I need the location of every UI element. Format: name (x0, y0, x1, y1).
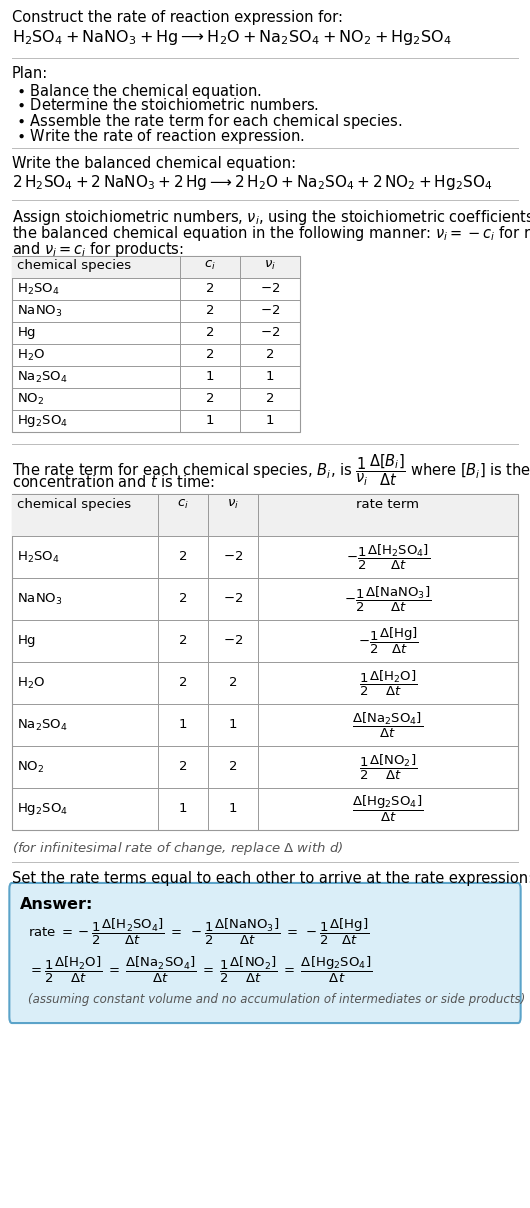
Bar (12, 494, 518, 536)
Text: and $\nu_i = c_i$ for products:: and $\nu_i = c_i$ for products: (12, 240, 184, 259)
Text: $1$: $1$ (228, 719, 237, 732)
Text: Plan:: Plan: (12, 66, 48, 81)
Text: 2: 2 (206, 348, 214, 361)
Text: $\dfrac{\Delta[\mathrm{Hg_2SO_4}]}{\Delta t}$: $\dfrac{\Delta[\mathrm{Hg_2SO_4}]}{\Delt… (352, 794, 423, 824)
Text: Write the balanced chemical equation:: Write the balanced chemical equation: (12, 156, 296, 172)
Text: 1: 1 (206, 371, 214, 383)
FancyBboxPatch shape (10, 883, 520, 1023)
Text: (for infinitesimal rate of change, replace $\Delta$ with $d$): (for infinitesimal rate of change, repla… (12, 840, 343, 856)
Text: 1: 1 (206, 414, 214, 428)
Text: $-2$: $-2$ (260, 326, 280, 339)
Text: $-\dfrac{1}{2}\dfrac{\Delta[\mathrm{Hg}]}{\Delta t}$: $-\dfrac{1}{2}\dfrac{\Delta[\mathrm{Hg}]… (358, 626, 419, 656)
Text: rate term: rate term (357, 498, 420, 511)
Text: $\mathrm{2\,H_2SO_4 + 2\,NaNO_3 + 2\,Hg} \longrightarrow \mathrm{2\,H_2O + Na_2S: $\mathrm{2\,H_2SO_4 + 2\,NaNO_3 + 2\,Hg}… (12, 173, 492, 192)
Text: 2: 2 (206, 304, 214, 318)
Text: $c_i$: $c_i$ (204, 259, 216, 272)
Text: 1: 1 (179, 719, 187, 732)
Bar (12, 256, 300, 432)
Text: 2: 2 (179, 592, 187, 605)
Text: $\dfrac{\Delta[\mathrm{Na_2SO_4}]}{\Delta t}$: $\dfrac{\Delta[\mathrm{Na_2SO_4}]}{\Delt… (352, 710, 423, 739)
Text: Assign stoichiometric numbers, $\nu_i$, using the stoichiometric coefficients, $: Assign stoichiometric numbers, $\nu_i$, … (12, 208, 530, 227)
Text: $\mathrm{Na_2SO_4}$: $\mathrm{Na_2SO_4}$ (17, 370, 68, 384)
Text: concentration and $t$ is time:: concentration and $t$ is time: (12, 474, 215, 490)
Text: $\dfrac{1}{2}\dfrac{\Delta[\mathrm{NO_2}]}{\Delta t}$: $\dfrac{1}{2}\dfrac{\Delta[\mathrm{NO_2}… (359, 753, 417, 782)
Text: Answer:: Answer: (20, 898, 93, 912)
Text: $1$: $1$ (228, 802, 237, 815)
Text: chemical species: chemical species (17, 498, 131, 511)
Text: 2: 2 (179, 676, 187, 690)
Text: 2: 2 (179, 761, 187, 773)
Text: $= \dfrac{1}{2}\dfrac{\Delta[\mathrm{H_2O}]}{\Delta t}$$\;=\; \dfrac{\Delta[\mat: $= \dfrac{1}{2}\dfrac{\Delta[\mathrm{H_2… (28, 956, 373, 985)
Text: (assuming constant volume and no accumulation of intermediates or side products): (assuming constant volume and no accumul… (28, 993, 525, 1006)
Text: $\mathrm{NaNO_3}$: $\mathrm{NaNO_3}$ (17, 303, 63, 319)
Text: $\mathrm{NaNO_3}$: $\mathrm{NaNO_3}$ (17, 592, 63, 606)
Text: $c_i$: $c_i$ (177, 498, 189, 511)
Text: $\bullet$ Determine the stoichiometric numbers.: $\bullet$ Determine the stoichiometric n… (16, 97, 319, 114)
Text: 2: 2 (206, 393, 214, 406)
Text: $1$: $1$ (266, 414, 275, 428)
Text: $-2$: $-2$ (223, 634, 243, 647)
Text: $2$: $2$ (266, 393, 275, 406)
Text: $\mathrm{Hg_2SO_4}$: $\mathrm{Hg_2SO_4}$ (17, 801, 68, 817)
Text: $\bullet$ Assemble the rate term for each chemical species.: $\bullet$ Assemble the rate term for eac… (16, 112, 403, 130)
Text: $\mathrm{Hg_2SO_4}$: $\mathrm{Hg_2SO_4}$ (17, 413, 68, 429)
Text: $2$: $2$ (228, 761, 237, 773)
Text: $\mathrm{Na_2SO_4}$: $\mathrm{Na_2SO_4}$ (17, 718, 68, 732)
Text: Set the rate terms equal to each other to arrive at the rate expression:: Set the rate terms equal to each other t… (12, 871, 530, 885)
Text: $-2$: $-2$ (223, 592, 243, 605)
Text: $\dfrac{1}{2}\dfrac{\Delta[\mathrm{H_2O}]}{\Delta t}$: $\dfrac{1}{2}\dfrac{\Delta[\mathrm{H_2O}… (359, 668, 417, 697)
Text: $\mathrm{H_2SO_4}$: $\mathrm{H_2SO_4}$ (17, 550, 60, 564)
Text: 2: 2 (206, 283, 214, 296)
Text: $-2$: $-2$ (260, 304, 280, 318)
Text: $\nu_i$: $\nu_i$ (227, 498, 239, 511)
Text: $1$: $1$ (266, 371, 275, 383)
Text: $-\dfrac{1}{2}\dfrac{\Delta[\mathrm{H_2SO_4}]}{\Delta t}$: $-\dfrac{1}{2}\dfrac{\Delta[\mathrm{H_2S… (346, 542, 430, 571)
Text: $\mathrm{NO_2}$: $\mathrm{NO_2}$ (17, 760, 45, 774)
Text: $2$: $2$ (228, 676, 237, 690)
Text: $-2$: $-2$ (223, 551, 243, 563)
Bar (12, 494, 518, 830)
Text: Construct the rate of reaction expression for:: Construct the rate of reaction expressio… (12, 10, 343, 25)
Text: chemical species: chemical species (17, 259, 131, 272)
Text: 2: 2 (179, 634, 187, 647)
Text: the balanced chemical equation in the following manner: $\nu_i = -c_i$ for react: the balanced chemical equation in the fo… (12, 223, 530, 243)
Text: 2: 2 (206, 326, 214, 339)
Text: $2$: $2$ (266, 348, 275, 361)
Bar (12, 256, 300, 278)
Text: 2: 2 (179, 551, 187, 563)
Text: $\mathrm{H_2SO_4 + NaNO_3 + Hg} \longrightarrow \mathrm{H_2O + Na_2SO_4 + NO_2 +: $\mathrm{H_2SO_4 + NaNO_3 + Hg} \longrig… (12, 28, 452, 47)
Text: $\bullet$ Balance the chemical equation.: $\bullet$ Balance the chemical equation. (16, 82, 261, 101)
Text: 1: 1 (179, 802, 187, 815)
Text: $\mathrm{H_2SO_4}$: $\mathrm{H_2SO_4}$ (17, 281, 60, 296)
Text: rate $= -\dfrac{1}{2}\dfrac{\Delta[\mathrm{H_2SO_4}]}{\Delta t}$$\;=\; -\dfrac{1: rate $= -\dfrac{1}{2}\dfrac{\Delta[\math… (28, 917, 369, 947)
Text: $\nu_i$: $\nu_i$ (264, 259, 276, 272)
Text: $-2$: $-2$ (260, 283, 280, 296)
Text: $\mathrm{H_2O}$: $\mathrm{H_2O}$ (17, 348, 45, 362)
Text: $\mathrm{H_2O}$: $\mathrm{H_2O}$ (17, 675, 45, 691)
Text: $\bullet$ Write the rate of reaction expression.: $\bullet$ Write the rate of reaction exp… (16, 127, 305, 146)
Text: $\mathrm{NO_2}$: $\mathrm{NO_2}$ (17, 391, 45, 407)
Text: $-\dfrac{1}{2}\dfrac{\Delta[\mathrm{NaNO_3}]}{\Delta t}$: $-\dfrac{1}{2}\dfrac{\Delta[\mathrm{NaNO… (344, 585, 431, 614)
Text: $\mathrm{Hg}$: $\mathrm{Hg}$ (17, 633, 36, 649)
Text: $\mathrm{Hg}$: $\mathrm{Hg}$ (17, 325, 36, 341)
Text: The rate term for each chemical species, $B_i$, is $\dfrac{1}{\nu_i}\dfrac{\Delt: The rate term for each chemical species,… (12, 452, 530, 488)
